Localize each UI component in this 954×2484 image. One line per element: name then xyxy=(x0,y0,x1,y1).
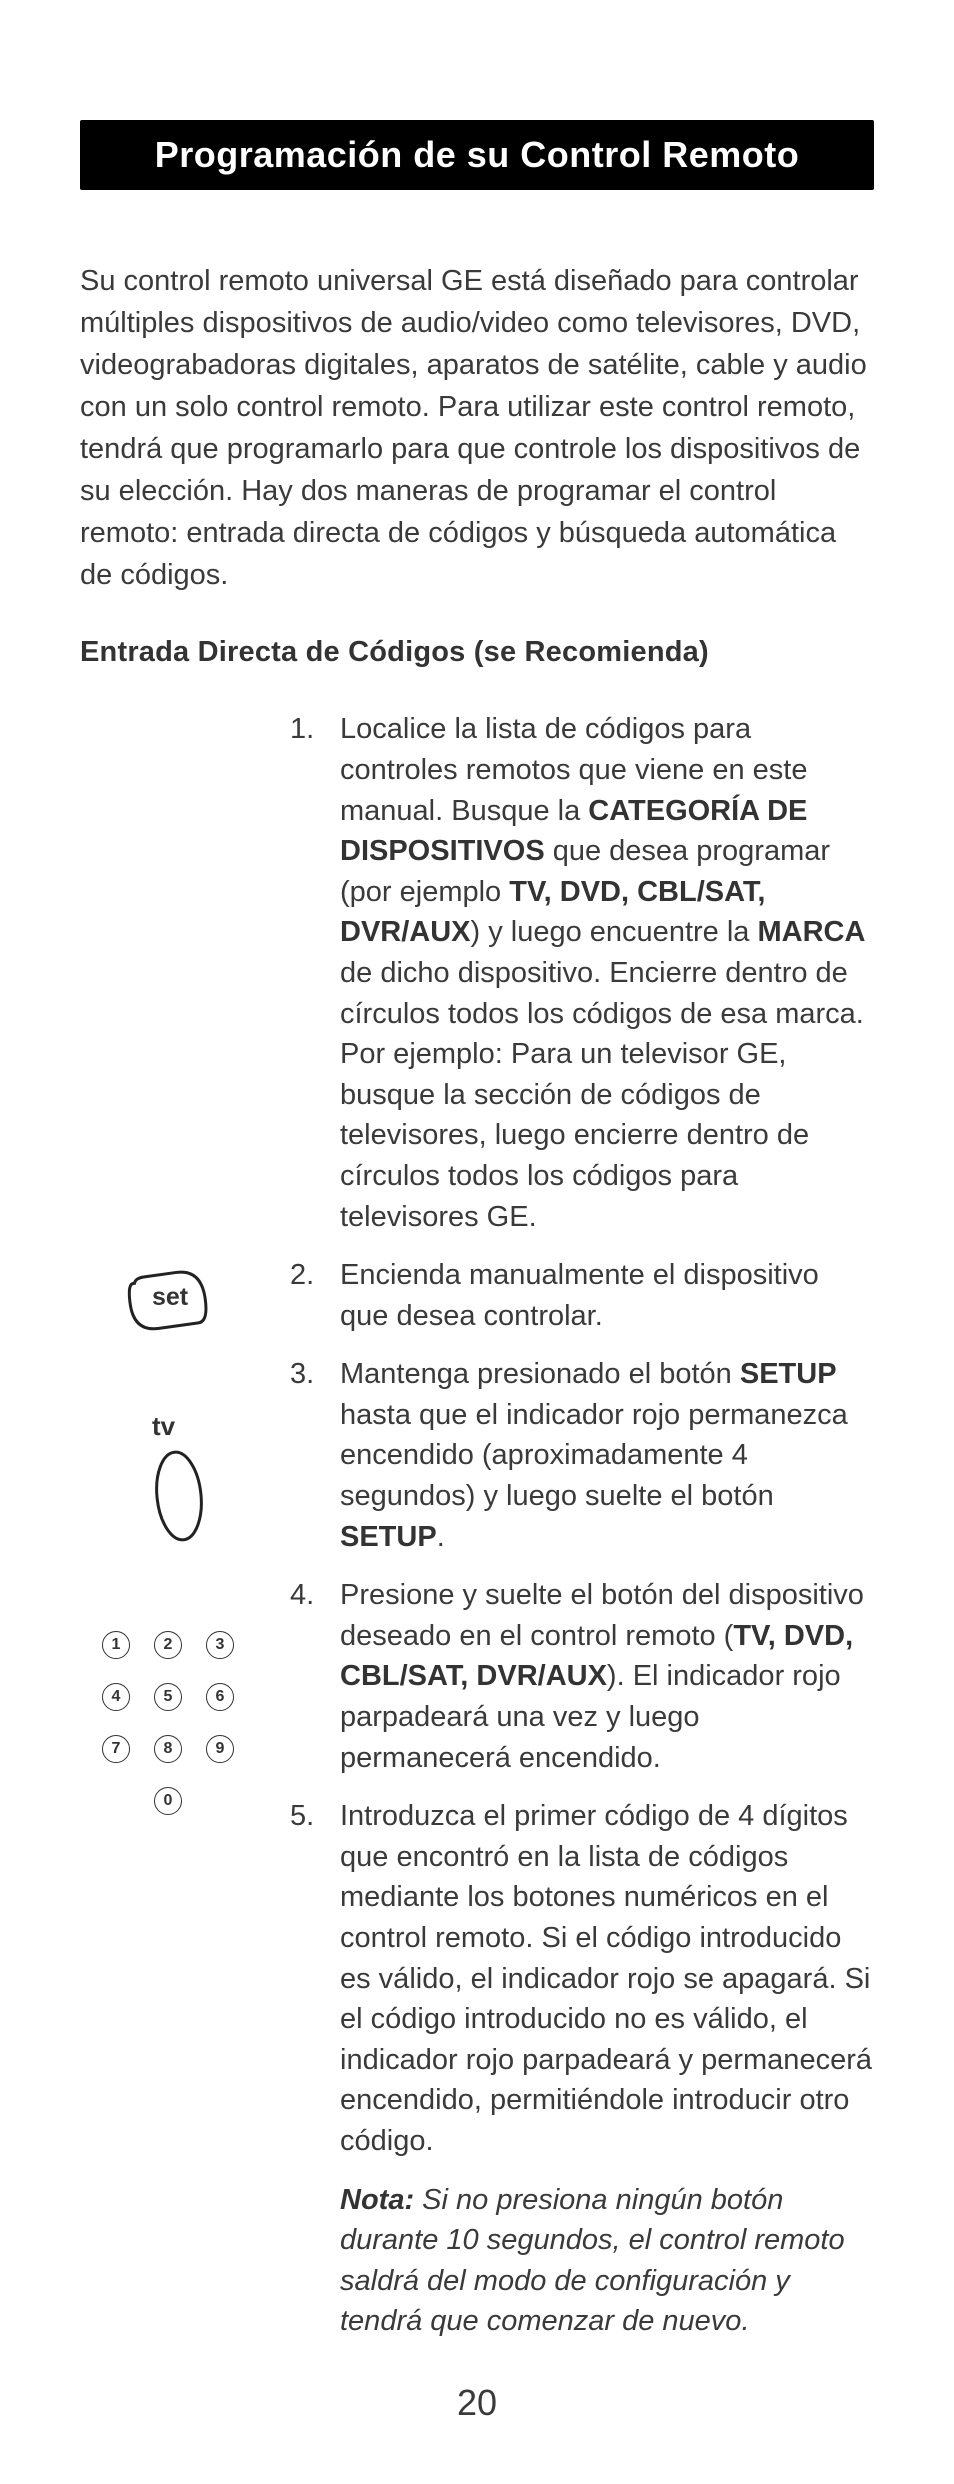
keypad-icon: 1 2 3 4 5 6 7 8 9 0 xyxy=(90,1619,246,1827)
key-8: 8 xyxy=(142,1723,194,1775)
step-item: Presione y suelte el botón del dispositi… xyxy=(280,1575,874,1778)
tv-button-label: tv xyxy=(152,1411,175,1442)
key-1: 1 xyxy=(90,1619,142,1671)
section-subheading: Entrada Directa de Códigos (se Recomiend… xyxy=(80,636,874,669)
tv-button-icon xyxy=(152,1449,207,1544)
illustration-column: set tv 1 2 3 4 5 6 7 8 9 0 xyxy=(80,709,280,1809)
key-4: 4 xyxy=(90,1671,142,1723)
intro-text: Su control remoto universal GE está dise… xyxy=(80,260,874,596)
key-9: 9 xyxy=(194,1723,246,1775)
note-text: Nota: Si no presiona ningún botón durant… xyxy=(280,2180,874,2342)
key-2: 2 xyxy=(142,1619,194,1671)
key-0: 0 xyxy=(142,1775,194,1827)
step-item: Encienda manualmente el dispositivo que … xyxy=(280,1255,874,1336)
key-3: 3 xyxy=(194,1619,246,1671)
page-title: Programación de su Control Remoto xyxy=(80,120,874,190)
step-item: Localice la lista de códigos para contro… xyxy=(280,709,874,1237)
set-button-label: set xyxy=(152,1283,188,1312)
steps-list: Localice la lista de códigos para contro… xyxy=(280,709,874,2161)
key-7: 7 xyxy=(90,1723,142,1775)
key-5: 5 xyxy=(142,1671,194,1723)
step-item: Mantenga presionado el botón SETUP hasta… xyxy=(280,1354,874,1557)
key-6: 6 xyxy=(194,1671,246,1723)
page-number: 20 xyxy=(80,2342,874,2424)
step-item: Introduzca el primer código de 4 dígitos… xyxy=(280,1796,874,2161)
